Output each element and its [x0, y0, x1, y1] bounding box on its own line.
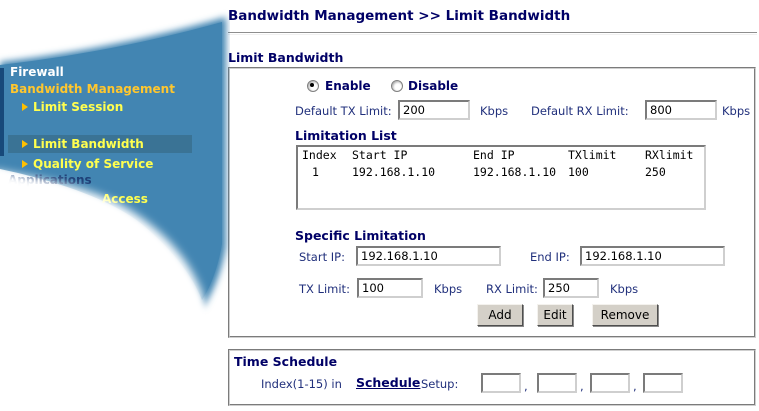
listbox-header-row: Index Start IP End IP TXlimit RXlimit: [298, 147, 704, 164]
sidebar-item-limit-session[interactable]: Limit Session: [22, 100, 123, 114]
disable-radio[interactable]: [391, 80, 403, 92]
default-tx-limit-label: Default TX Limit:: [295, 104, 392, 118]
remove-button[interactable]: Remove: [592, 304, 658, 326]
specific-limitation-title: Specific Limitation: [295, 228, 426, 243]
col-end-ip: End IP: [473, 148, 515, 162]
limitation-row[interactable]: 1 192.168.1.10 192.168.1.10 100 250: [298, 164, 704, 181]
col-start-ip: Start IP: [352, 148, 408, 162]
comma-separator: ,: [633, 379, 637, 393]
default-tx-limit-input[interactable]: [398, 100, 470, 120]
end-ip-input[interactable]: [580, 246, 725, 266]
default-rx-limit-label: Default RX Limit:: [531, 104, 629, 118]
schedule-index-prefix-label: Index(1-15) in: [261, 377, 342, 391]
sidebar-item-quality-of-service[interactable]: Quality of Service: [22, 157, 153, 171]
limitation-listbox[interactable]: Index Start IP End IP TXlimit RXlimit 1 192.1…: [296, 145, 706, 210]
schedule-index-input-3[interactable]: [590, 373, 630, 393]
sidebar-item-access-partial[interactable]: Access: [102, 192, 148, 206]
sidebar-item-label: Limit Bandwidth: [33, 137, 144, 151]
triangle-bullet-icon: [22, 103, 28, 111]
schedule-index-input-1[interactable]: [481, 373, 521, 393]
triangle-bullet-icon: [22, 160, 28, 168]
limit-bandwidth-panel: [228, 67, 756, 338]
cell-tx-limit: 100: [568, 165, 589, 179]
sidebar-item-label: Quality of Service: [33, 157, 154, 171]
cell-rx-limit: 250: [645, 165, 666, 179]
cell-end-ip: 192.168.1.10: [473, 165, 557, 179]
sidebar-left-edge-bar: [0, 68, 4, 156]
triangle-bullet-icon: [22, 140, 28, 148]
disable-label: Disable: [408, 79, 459, 93]
tx-limit-label: TX Limit:: [299, 282, 350, 296]
schedule-index-input-4[interactable]: [643, 373, 683, 393]
cell-start-ip: 192.168.1.10: [352, 165, 436, 179]
sidebar-selected-highlight: [8, 135, 192, 153]
divider-rule: [228, 32, 757, 35]
comma-separator: ,: [524, 379, 528, 393]
start-ip-input[interactable]: [356, 246, 501, 266]
sidebar-item-label: Limit Session: [33, 100, 124, 114]
sidebar-item-firewall[interactable]: Firewall: [10, 65, 64, 79]
default-rx-kbps-label: Kbps: [722, 104, 751, 118]
default-tx-kbps-label: Kbps: [480, 104, 509, 118]
rx-limit-label: RX Limit:: [486, 282, 538, 296]
sidebar-nav: Firewall Bandwidth Management Limit Sess…: [0, 0, 230, 411]
limitation-list-title: Limitation List: [295, 128, 397, 143]
limit-bandwidth-section-title: Limit Bandwidth: [228, 50, 344, 65]
cell-index: 1: [312, 165, 319, 179]
sidebar-item-applications[interactable]: Applications: [8, 173, 92, 187]
rx-limit-input[interactable]: [543, 278, 599, 298]
col-tx-limit: TXlimit: [568, 148, 617, 162]
tx-kbps-label: Kbps: [434, 282, 463, 296]
col-index: Index: [302, 148, 337, 162]
enable-label: Enable: [325, 79, 371, 93]
tx-limit-input[interactable]: [357, 278, 423, 298]
time-schedule-panel: [228, 349, 756, 406]
sidebar-item-limit-bandwidth[interactable]: Limit Bandwidth: [22, 137, 144, 151]
col-rx-limit: RXlimit: [645, 148, 694, 162]
schedule-index-input-2[interactable]: [537, 373, 577, 393]
end-ip-label: End IP:: [530, 250, 570, 264]
schedule-link[interactable]: Schedule: [356, 375, 421, 390]
page-title: Bandwidth Management >> Limit Bandwidth: [228, 8, 571, 24]
start-ip-label: Start IP:: [299, 250, 345, 264]
comma-separator: ,: [580, 379, 584, 393]
enable-radio[interactable]: [307, 80, 319, 92]
schedule-setup-label: Setup:: [421, 377, 459, 391]
add-button[interactable]: Add: [477, 304, 523, 326]
time-schedule-title: Time Schedule: [234, 354, 338, 369]
default-rx-limit-input[interactable]: [645, 100, 717, 120]
edit-button[interactable]: Edit: [537, 304, 573, 326]
sidebar-item-bandwidth-management[interactable]: Bandwidth Management: [10, 82, 175, 96]
rx-kbps-label: Kbps: [610, 282, 639, 296]
